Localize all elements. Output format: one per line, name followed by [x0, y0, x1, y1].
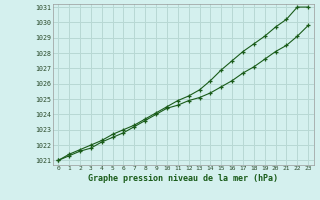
X-axis label: Graphe pression niveau de la mer (hPa): Graphe pression niveau de la mer (hPa): [88, 174, 278, 183]
